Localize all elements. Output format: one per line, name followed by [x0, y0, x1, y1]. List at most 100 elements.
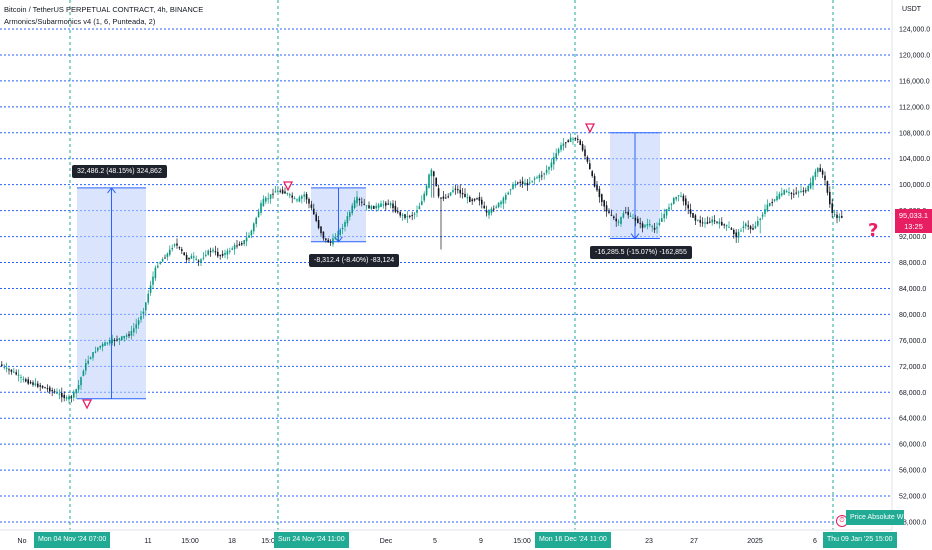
measure-arrow-head-0 [107, 187, 116, 194]
measure-label-1[interactable]: 32,486.2 (48.15%) 324,862 [72, 165, 167, 178]
indicator-title[interactable]: Armonics/Subarmonics v4 (1, 6, Punteada,… [4, 17, 156, 26]
candle-body-270 [649, 223, 651, 226]
candle-body-12 [29, 381, 32, 384]
y-tick-label-3: 60,000.0 [899, 442, 926, 449]
candle-body-131 [315, 214, 317, 221]
candle-body-114 [274, 191, 277, 193]
candle-body-289 [694, 215, 697, 221]
y-tick-label-19: 124,000.0 [899, 27, 930, 34]
candle-body-199 [478, 197, 481, 201]
candle-body-194 [466, 197, 469, 199]
candle-body-309 [742, 226, 745, 229]
candle-body-185 [445, 197, 447, 199]
candle-body-177 [425, 185, 428, 195]
candle-body-24 [58, 393, 61, 395]
symbol-title[interactable]: Bitcoin / TetherUS PERPETUAL CONTRACT, 4… [4, 5, 204, 14]
harmonic-level-lines [0, 0, 892, 530]
candle-body-72 [173, 244, 176, 246]
candle-body-30 [73, 391, 75, 398]
candle-body-287 [689, 209, 692, 214]
candle-body-32 [77, 384, 80, 390]
candle-body-117 [281, 189, 284, 194]
candle-body-59 [142, 311, 145, 314]
candle-body-317 [761, 214, 764, 217]
candle-body-265 [637, 218, 639, 224]
candle-body-112 [269, 194, 272, 199]
currency-label[interactable]: USDT [902, 6, 922, 13]
candle-body-206 [495, 206, 497, 208]
candle-body-83 [200, 259, 202, 263]
candle-body-100 [241, 243, 243, 245]
candle-body-158 [380, 203, 382, 207]
candle-body-134 [322, 231, 325, 239]
candle-body-148 [356, 196, 358, 204]
candle-body-181 [435, 177, 437, 186]
candle-body-332 [797, 191, 800, 193]
candle-body-302 [725, 224, 728, 227]
candle-body-2 [5, 367, 8, 369]
candle-body-130 [313, 208, 315, 215]
current-price-tag: 95,033.1 13:25 [895, 209, 932, 233]
candle-body-122 [293, 198, 296, 200]
candle-body-267 [641, 223, 644, 228]
candle-body-208 [500, 201, 502, 205]
candle-body-172 [413, 213, 416, 215]
candle-body-226 [543, 173, 545, 175]
candle-body-296 [711, 219, 713, 223]
candle-body-188 [452, 190, 454, 193]
price-alert-tag[interactable]: Price Absolute W [846, 510, 904, 525]
candle-body-138 [332, 238, 334, 245]
y-tick-label-13: 100,000.0 [899, 182, 930, 189]
candle-body-58 [140, 316, 142, 320]
candle-body-331 [795, 192, 797, 194]
candle-body-22 [53, 391, 56, 393]
candle-body-320 [769, 202, 771, 206]
candle-body-311 [747, 225, 749, 227]
time-tag-3[interactable]: Mon 16 Dec '24 11:00 [535, 532, 611, 548]
x-tick-label-8: 15:00 [513, 538, 531, 545]
candle-body-135 [325, 238, 327, 240]
candle-body-79 [190, 255, 193, 259]
candle-body-300 [721, 221, 723, 226]
candle-body-63 [152, 276, 154, 285]
candle-body-190 [457, 189, 459, 191]
candle-body-81 [195, 258, 197, 260]
candle-body-308 [740, 230, 742, 232]
candle-body-125 [301, 196, 303, 199]
candle-body-253 [608, 211, 610, 213]
candle-body-120 [289, 194, 291, 196]
candle-body-88 [212, 249, 214, 252]
candle-body-64 [154, 267, 157, 279]
candle-body-57 [137, 320, 140, 325]
candle-body-98 [236, 245, 238, 247]
candle-body-49 [118, 338, 121, 340]
candle-body-197 [473, 198, 476, 201]
candle-body-4 [10, 369, 13, 372]
x-tick-label-1: 11 [144, 538, 151, 545]
measure-label-2[interactable]: -8,312.4 (-8.40%) -83,124 [309, 254, 400, 267]
candle-body-13 [32, 382, 34, 385]
candle-body-101 [243, 240, 245, 245]
candle-body-237 [569, 137, 572, 142]
candle-body-274 [658, 222, 661, 225]
y-tick-label-14: 104,000.0 [899, 156, 930, 163]
candle-body-234 [562, 143, 565, 147]
time-tag-4[interactable]: Thu 09 Jan '25 15:00 [823, 532, 897, 548]
chart-legend: Bitcoin / TetherUS PERPETUAL CONTRACT, 4… [4, 4, 203, 28]
candle-body-231 [555, 153, 557, 159]
candle-body-90 [217, 251, 219, 257]
candle-body-195 [469, 196, 471, 202]
measure-label-3[interactable]: -16,285.5 (-15.07%) -162,855 [590, 246, 692, 259]
pivot-marker-icon-2 [584, 123, 596, 134]
candle-body-142 [341, 227, 344, 230]
time-tag-1[interactable]: Mon 04 Nov '24 07:00 [34, 532, 111, 548]
candle-body-186 [447, 196, 449, 198]
time-tag-2[interactable]: Sun 24 Nov '24 11:00 [274, 532, 349, 548]
y-tick-label-10: 88,000.0 [899, 260, 926, 267]
candle-body-51 [123, 335, 125, 339]
y-tick-label-5: 68,000.0 [899, 390, 926, 397]
candle-body-283 [680, 195, 682, 197]
candle-body-76 [183, 252, 185, 256]
candle-body-28 [68, 396, 70, 400]
